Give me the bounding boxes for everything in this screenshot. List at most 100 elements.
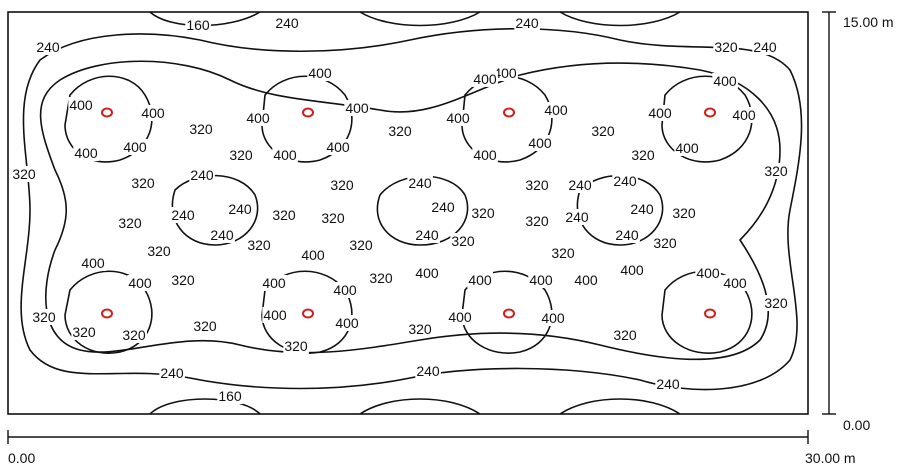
contour-label-background: [763, 163, 789, 179]
contour-label-background: [122, 139, 148, 155]
contour-label-background: [472, 71, 498, 87]
contour-400-5: [64, 270, 153, 354]
contour-label: 400: [141, 105, 165, 121]
contour-label-background: [188, 121, 214, 137]
contour-label: 320: [147, 243, 171, 259]
contour-label: 400: [473, 71, 497, 87]
x-end-label: 30.00 m: [805, 450, 856, 466]
contour-label: 400: [723, 275, 747, 291]
contour-label: 320: [247, 237, 271, 253]
contour-400-7: [461, 270, 553, 354]
contour-label-background: [246, 237, 272, 253]
contour-label-background: [334, 315, 360, 331]
contour-label: 400: [415, 265, 439, 281]
contour-label: 400: [675, 140, 699, 156]
contour-label-background: [514, 15, 540, 31]
contour-label-background: [630, 147, 656, 163]
contour-label: 240: [431, 199, 455, 215]
contour-160-bottom: [149, 398, 681, 415]
contour-label: 400: [473, 147, 497, 163]
contour-label: 240: [613, 173, 637, 189]
contour-label-background: [590, 123, 616, 139]
contour-label-background: [470, 205, 496, 221]
contour-label-background: [629, 201, 655, 217]
contour-label-background: [189, 167, 215, 183]
contour-label: 240: [565, 209, 589, 225]
contour-160-top: [149, 11, 681, 27]
contour-label-background: [564, 209, 590, 225]
contour-label: 400: [333, 282, 357, 298]
contour-label: 240: [568, 177, 592, 193]
contour-label-background: [228, 147, 254, 163]
contour-label-background: [528, 272, 554, 288]
contour-label-background: [300, 247, 326, 263]
contour-label-background: [272, 147, 298, 163]
contour-240-outer: [20, 27, 803, 391]
contour-label: 320: [118, 215, 142, 231]
y-end-label: 15.00 m: [843, 14, 894, 30]
contour-label: 320: [525, 213, 549, 229]
contour-label-background: [752, 39, 778, 55]
luminaire-marker: [503, 308, 515, 319]
contour-label-background: [467, 272, 493, 288]
contour-label-background: [763, 295, 789, 311]
contour-label-background: [567, 177, 593, 193]
contour-label-background: [31, 309, 57, 325]
contour-label: 400: [69, 97, 93, 113]
contour-label-background: [307, 65, 333, 81]
contour-label-background: [130, 175, 156, 191]
contour-label-background: [217, 388, 243, 404]
contour-label: 160: [186, 17, 210, 33]
dimension-y: 15.00 m 0.00: [822, 11, 894, 433]
contour-label-background: [140, 105, 166, 121]
contour-label-background: [573, 272, 599, 288]
contour-label: 320: [388, 123, 412, 139]
contour-label-background: [170, 207, 196, 223]
contour-label: 240: [228, 201, 252, 217]
contour-label: 320: [408, 321, 432, 337]
contour-label-background: [73, 145, 99, 161]
contour-label: 240: [630, 201, 654, 217]
contour-label-background: [712, 73, 738, 89]
contour-label: 320: [613, 327, 637, 343]
contour-label: 400: [335, 315, 359, 331]
contour-label: 400: [262, 275, 286, 291]
contour-label: 400: [448, 309, 472, 325]
contour-label-background: [332, 282, 358, 298]
contour-label: 240: [275, 15, 299, 31]
luminaire-marker: [704, 107, 716, 118]
contour-label: 320: [284, 338, 308, 354]
contour-label-background: [368, 270, 394, 286]
contour-label: 400: [541, 310, 565, 326]
contour-label-background: [713, 39, 739, 55]
contour-label-background: [325, 139, 351, 155]
contour-label: 240: [36, 39, 60, 55]
contour-label: 400: [648, 105, 672, 121]
contour-label-background: [117, 215, 143, 231]
contour-label: 320: [764, 163, 788, 179]
contour-label: 400: [123, 139, 147, 155]
contour-label-background: [170, 272, 196, 288]
contour-label-background: [612, 327, 638, 343]
contour-label: 320: [330, 177, 354, 193]
contour-label: 320: [171, 272, 195, 288]
contour-label: 400: [246, 110, 270, 126]
contour-label: 320: [349, 237, 373, 253]
contour-label-background: [671, 205, 697, 221]
contour-label-background: [159, 365, 185, 381]
contour-label: 320: [714, 39, 738, 55]
contour-label-background: [652, 235, 678, 251]
contour-label-background: [614, 227, 640, 243]
contour-label-background: [414, 227, 440, 243]
contour-label-background: [527, 135, 553, 151]
contour-label: 320: [764, 295, 788, 311]
contour-label: 320: [369, 270, 393, 286]
contour-label-background: [722, 275, 748, 291]
contour-label-background: [655, 376, 681, 392]
contour-label: 400: [128, 275, 152, 291]
contour-label: 240: [515, 15, 539, 31]
contour-label: 400: [544, 102, 568, 118]
contour-320-main: [39, 60, 781, 361]
contour-label-background: [146, 243, 172, 259]
